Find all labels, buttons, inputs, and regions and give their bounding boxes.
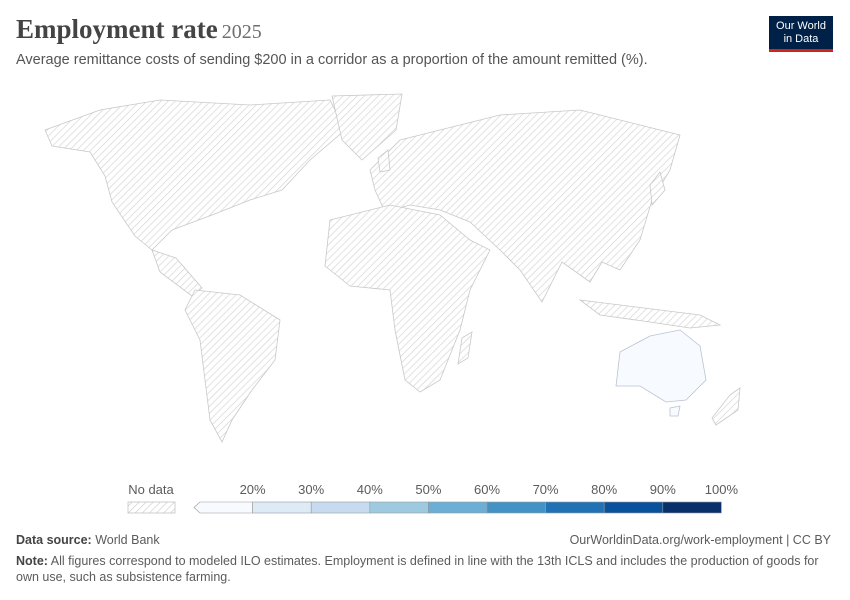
source-url[interactable]: OurWorldinData.org/work-employment | CC … xyxy=(569,533,831,547)
legend-bin xyxy=(310,501,371,514)
title: Employment rate 2025 xyxy=(16,14,262,45)
legend-bin xyxy=(662,501,722,514)
new-zealand xyxy=(711,387,741,426)
africa xyxy=(324,204,491,393)
legend: No data 20% 30% 40% 50% 60% 70% 80% 90% 100% xyxy=(127,482,739,514)
south-america xyxy=(184,289,281,443)
subtitle: Average remittance costs of sending $200… xyxy=(16,52,648,68)
australia xyxy=(615,329,707,417)
source-text: World Bank xyxy=(95,533,160,547)
greenland xyxy=(331,93,403,161)
indonesia xyxy=(578,299,722,329)
source: Data source: World Bank xyxy=(16,533,160,547)
japan xyxy=(649,171,666,206)
note-label: Note: xyxy=(16,554,48,568)
legend-label: 50% xyxy=(415,482,441,497)
legend-label: 40% xyxy=(357,482,383,497)
legend-label: 90% xyxy=(650,482,676,497)
no-data-label: No data xyxy=(128,482,174,497)
note-text: All figures correspond to modeled ILO es… xyxy=(16,554,819,584)
note: Note: All figures correspond to modeled … xyxy=(16,553,836,585)
legend-label: 60% xyxy=(474,482,500,497)
legend-bin xyxy=(545,501,605,514)
north-america xyxy=(44,99,346,251)
no-data-swatch xyxy=(127,501,176,514)
legend-bin xyxy=(486,501,546,514)
legend-bin xyxy=(252,501,312,514)
legend-label: 30% xyxy=(298,482,324,497)
uk xyxy=(377,149,391,173)
source-label: Data source: xyxy=(16,533,92,547)
title-text: Employment rate xyxy=(16,14,218,44)
legend-bin xyxy=(193,501,253,514)
year: 2025 xyxy=(221,21,262,43)
logo[interactable]: Our World in Data xyxy=(769,16,833,52)
logo-line: in Data xyxy=(783,33,819,45)
legend-label: 70% xyxy=(533,482,559,497)
madagascar xyxy=(457,331,473,365)
eurasia xyxy=(369,109,681,303)
legend-bin xyxy=(603,501,664,514)
legend-label: 80% xyxy=(591,482,617,497)
legend-label: 20% xyxy=(240,482,266,497)
logo-line: Our World xyxy=(776,20,826,32)
legend-label: 100% xyxy=(705,482,739,497)
central-america xyxy=(151,249,203,297)
countries-no-data xyxy=(44,93,741,443)
legend-bin xyxy=(428,501,488,514)
legend-bin xyxy=(369,501,429,514)
world-map xyxy=(44,93,741,443)
